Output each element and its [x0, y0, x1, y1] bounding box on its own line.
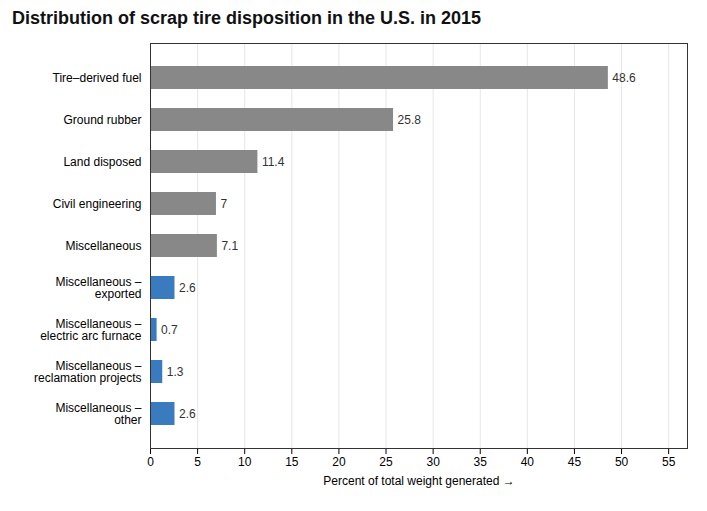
html-text:Distribution of scrap tire dis: Distribution of scrap tire disposition i…	[12, 8, 482, 28]
svg-text:2.6: 2.6	[179, 281, 196, 295]
svg-text:7: 7	[220, 197, 227, 211]
svg-text:1.3: 1.3	[167, 365, 184, 379]
svg-text:0.7: 0.7	[161, 323, 178, 337]
svg-text:55: 55	[662, 455, 676, 469]
svg-text:Miscellaneous: Miscellaneous	[65, 239, 141, 253]
svg-text:Miscellaneous –reclamation pro: Miscellaneous –reclamation projects	[34, 359, 142, 385]
svg-text:2.6: 2.6	[179, 407, 196, 421]
svg-text:Tire–derived fuel: Tire–derived fuel	[53, 71, 142, 85]
svg-text:Percent of total weight genera: Percent of total weight generated →	[323, 474, 514, 488]
svg-text:30: 30	[426, 455, 440, 469]
svg-text:11.4: 11.4	[262, 155, 285, 169]
svg-text:40: 40	[521, 455, 535, 469]
svg-text:Miscellaneous – exported: Miscellaneous – exported	[55, 275, 141, 301]
svg-text:Civil engineering: Civil engineering	[53, 197, 142, 211]
svg-text:45: 45	[568, 455, 582, 469]
svg-text:Miscellaneous – other: Miscellaneous – other	[55, 401, 141, 427]
svg-text:35: 35	[474, 455, 488, 469]
svg-text:50: 50	[615, 455, 629, 469]
svg-text:7.1: 7.1	[221, 239, 238, 253]
svg-text:10: 10	[238, 455, 252, 469]
svg-text:25: 25	[379, 455, 393, 469]
svg-text:5: 5	[194, 455, 201, 469]
svg-text:48.6: 48.6	[612, 71, 636, 85]
svg-text:Ground rubber: Ground rubber	[63, 113, 141, 127]
svg-text:0: 0	[147, 455, 154, 469]
svg-text:15: 15	[285, 455, 299, 469]
svg-text:Land disposed: Land disposed	[63, 155, 141, 169]
svg-text:20: 20	[332, 455, 346, 469]
svg-text:25.8: 25.8	[398, 113, 422, 127]
svg-text:Miscellaneous –electric arc fu: Miscellaneous –electric arc furnace	[40, 317, 142, 343]
